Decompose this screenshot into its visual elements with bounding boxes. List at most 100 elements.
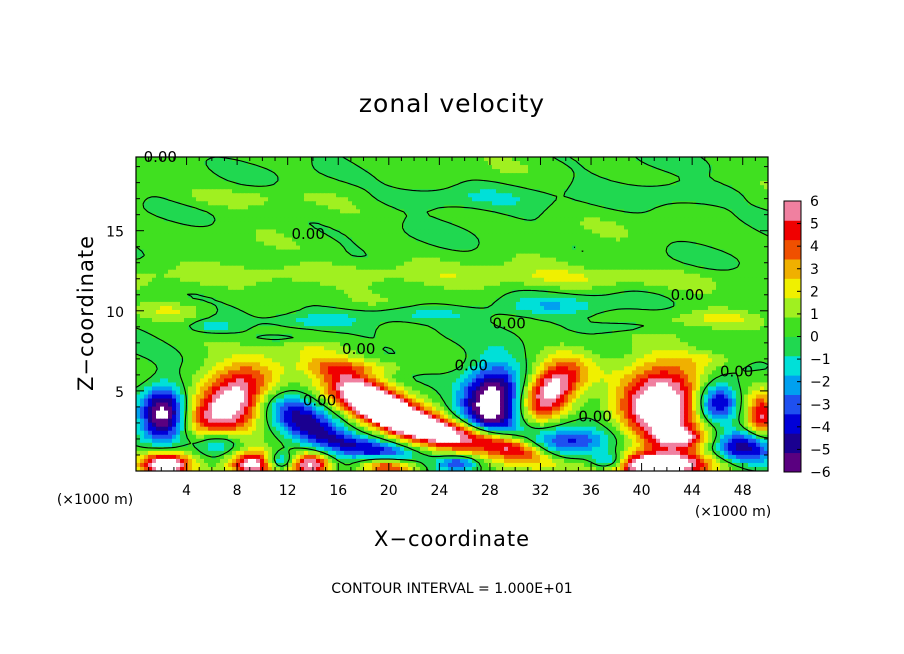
field-cell <box>256 181 261 186</box>
field-cell <box>688 205 693 210</box>
field-cell <box>664 225 669 231</box>
field-cell <box>148 281 153 287</box>
field-cell <box>660 245 665 251</box>
field-cell <box>244 253 249 259</box>
field-cell <box>452 177 457 182</box>
field-cell <box>136 233 141 239</box>
field-cell <box>412 205 417 210</box>
field-cell <box>752 233 757 239</box>
field-cell <box>384 181 389 186</box>
field-cell <box>200 221 205 227</box>
field-cell <box>428 217 433 223</box>
field-cell <box>140 209 145 214</box>
field-cell <box>468 197 473 202</box>
field-cell <box>284 241 289 247</box>
field-cell <box>568 209 573 214</box>
field-cell <box>632 225 637 231</box>
field-cell <box>280 237 285 243</box>
field-cell <box>268 281 273 287</box>
field-cell <box>180 177 185 182</box>
field-cell <box>528 197 533 202</box>
field-cell <box>160 213 165 218</box>
field-cell <box>760 257 765 263</box>
field-cell <box>604 185 609 190</box>
field-cell <box>620 225 625 231</box>
field-cell <box>552 157 557 162</box>
field-cell <box>664 205 669 210</box>
field-cell <box>228 177 233 182</box>
field-cell <box>440 269 445 275</box>
field-cell <box>140 177 145 182</box>
field-cell <box>444 225 449 231</box>
field-cell <box>628 217 633 223</box>
field-cell <box>200 165 205 170</box>
field-cell <box>324 161 329 166</box>
field-cell <box>152 205 157 210</box>
field-cell <box>256 265 261 271</box>
field-cell <box>388 269 393 275</box>
field-cell <box>540 269 545 275</box>
field-cell <box>256 205 261 210</box>
field-cell <box>452 209 457 214</box>
field-cell <box>652 261 657 267</box>
field-cell <box>216 225 221 231</box>
field-cell <box>292 213 297 218</box>
field-cell <box>732 209 737 214</box>
field-cell <box>356 237 361 243</box>
field-cell <box>148 237 153 243</box>
field-cell <box>224 249 229 255</box>
field-cell <box>672 237 677 243</box>
field-cell <box>192 245 197 251</box>
field-cell <box>188 233 193 239</box>
field-cell <box>660 165 665 170</box>
field-cell <box>764 237 768 243</box>
field-cell <box>480 177 485 182</box>
field-cell <box>260 177 265 182</box>
field-cell <box>376 209 381 214</box>
field-cell <box>356 281 361 287</box>
field-cell <box>508 221 513 227</box>
field-cell <box>448 249 453 255</box>
field-cell <box>432 205 437 210</box>
field-cell <box>248 201 253 206</box>
field-cell <box>428 221 433 227</box>
field-cell <box>144 205 149 210</box>
field-cell <box>536 209 541 214</box>
field-cell <box>540 205 545 210</box>
field-cell <box>452 273 457 279</box>
field-cell <box>688 209 693 214</box>
velocity-field <box>136 157 768 471</box>
field-cell <box>504 205 509 210</box>
field-cell <box>252 225 257 231</box>
field-cell <box>696 273 701 279</box>
field-cell <box>176 265 181 271</box>
field-cell <box>384 241 389 247</box>
field-cell <box>752 197 757 202</box>
field-cell <box>316 217 321 223</box>
field-cell <box>148 257 153 263</box>
field-cell <box>164 253 169 259</box>
field-cell <box>540 225 545 231</box>
field-cell <box>428 165 433 170</box>
field-cell <box>468 265 473 271</box>
field-cell <box>348 273 353 279</box>
field-cell <box>420 185 425 190</box>
field-cell <box>488 181 493 186</box>
field-cell <box>532 189 537 194</box>
field-cell <box>300 161 305 166</box>
field-cell <box>600 181 605 186</box>
field-cell <box>156 217 161 223</box>
field-cell <box>228 265 233 271</box>
field-cell <box>496 281 501 287</box>
field-cell <box>548 241 553 247</box>
field-cell <box>520 249 525 255</box>
field-cell <box>260 221 265 227</box>
field-cell <box>348 217 353 223</box>
field-cell <box>388 193 393 198</box>
field-cell <box>304 277 309 283</box>
field-cell <box>300 241 305 247</box>
field-cell <box>328 261 333 267</box>
field-cell <box>700 257 705 263</box>
field-cell <box>240 193 245 198</box>
field-cell <box>368 277 373 283</box>
